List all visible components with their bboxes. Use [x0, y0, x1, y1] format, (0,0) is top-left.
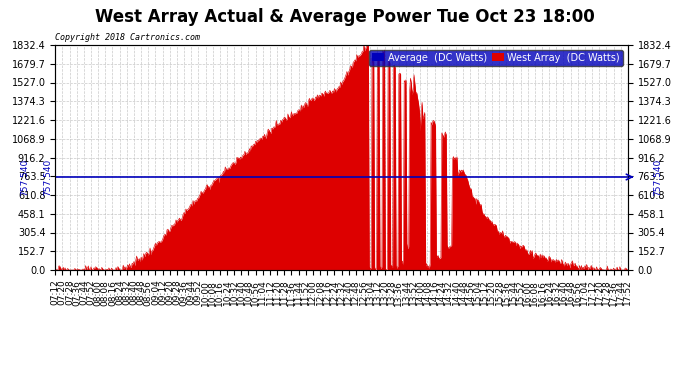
- Text: West Array Actual & Average Power Tue Oct 23 18:00: West Array Actual & Average Power Tue Oc…: [95, 8, 595, 26]
- Text: Copyright 2018 Cartronics.com: Copyright 2018 Cartronics.com: [55, 33, 200, 42]
- Legend: Average  (DC Watts), West Array  (DC Watts): Average (DC Watts), West Array (DC Watts…: [369, 50, 623, 66]
- Text: 757.540: 757.540: [43, 158, 52, 196]
- Text: 757.540: 757.540: [653, 158, 662, 196]
- Text: 757.540: 757.540: [21, 158, 30, 196]
